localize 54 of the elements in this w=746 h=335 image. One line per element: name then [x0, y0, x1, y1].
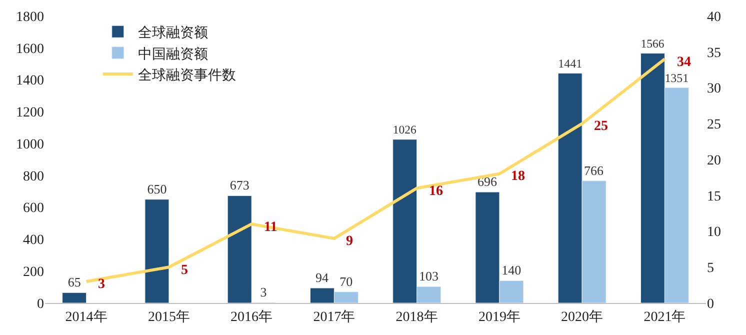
data-label: 16: [429, 184, 443, 199]
bar: [62, 292, 87, 303]
x-tick-label: 2016年: [230, 308, 273, 325]
legend-label: 全球融资额: [138, 25, 208, 42]
legend-label: 全球融资事件数: [138, 67, 236, 84]
x-tick-label: 2020年: [561, 308, 604, 325]
data-label: 673: [230, 178, 250, 193]
x-tick-label: 2019年: [478, 308, 520, 325]
y-tick-label: 0: [37, 296, 44, 312]
data-label: 1441: [558, 56, 582, 70]
data-label: 70: [340, 274, 353, 289]
bar: [144, 199, 170, 303]
x-tick-label: 2021年: [644, 308, 686, 325]
data-label: 25: [594, 119, 608, 134]
y2-tick-label: 25: [707, 118, 721, 133]
y-tick-label: 400: [23, 233, 44, 248]
y-tick-label: 800: [23, 169, 44, 184]
y-tick-label: 1200: [16, 106, 44, 121]
y-tick-label: 1000: [16, 137, 44, 152]
data-label: 1026: [392, 124, 416, 137]
y2-tick-label: 40: [707, 10, 721, 25]
data-label: 11: [264, 220, 278, 235]
data-label: 3: [260, 284, 267, 300]
data-label: 34: [677, 55, 691, 70]
y2-tick-label: 20: [707, 153, 721, 168]
data-label: 9: [346, 234, 353, 249]
y-tick-label: 1800: [16, 10, 44, 25]
y-tick-label: 200: [23, 265, 44, 280]
data-label: 5: [181, 263, 188, 278]
data-label: 1351: [664, 70, 689, 85]
y2-tick-label: 30: [707, 82, 721, 97]
y-tick-label: 1400: [16, 74, 44, 89]
y-tick-label: 1600: [16, 42, 44, 57]
data-label: 94: [315, 270, 329, 286]
x-tick-label: 2018年: [396, 308, 438, 325]
data-label: 103: [419, 268, 439, 284]
data-label: 766: [584, 162, 604, 178]
data-label: 65: [68, 274, 81, 290]
y2-tick-label: 0: [707, 296, 714, 312]
y2-tick-label: 15: [707, 189, 721, 204]
data-label: 696: [477, 174, 498, 190]
y2-tick-label: 10: [707, 225, 721, 240]
x-tick-label: 2017年: [313, 308, 356, 325]
data-label: 1566: [640, 38, 664, 51]
x-tick-label: 2014年: [65, 308, 108, 325]
y2-tick-label: 5: [707, 261, 714, 276]
x-tick-label: 2015年: [148, 308, 190, 325]
data-label: 140: [502, 262, 522, 278]
y-tick-label: 600: [23, 201, 44, 216]
data-label: 18: [511, 169, 525, 184]
legend-label: 中国融资额: [138, 46, 208, 62]
y2-tick-label: 35: [707, 46, 721, 61]
data-label: 3: [98, 277, 105, 292]
data-label: 650: [147, 181, 167, 196]
